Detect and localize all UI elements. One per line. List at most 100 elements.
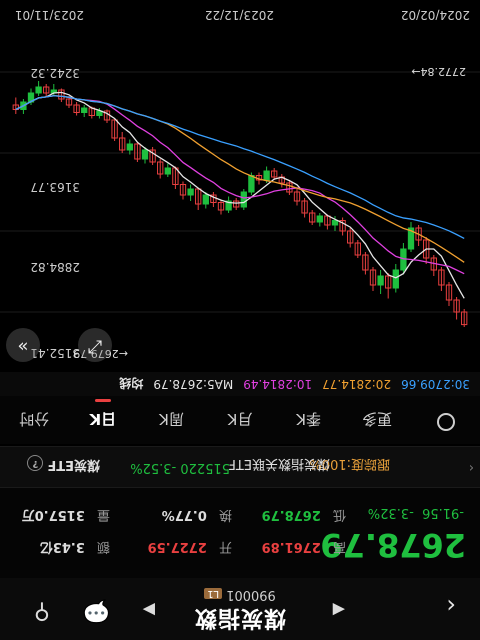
candle-body (263, 170, 270, 181)
etf-desc-pct: 515220 -3.52% (130, 460, 230, 475)
etf-desc: 煤炭指数关联ETF (228, 456, 330, 471)
candle-body (453, 299, 460, 313)
change-pct: -3.32% (367, 505, 414, 520)
etf-row[interactable]: ‹ 跟踪度:100% 515220 -3.52% 煤炭指数关联ETF 煤炭ETF… (0, 446, 480, 488)
gear-icon[interactable] (436, 413, 455, 431)
candle-body (293, 191, 301, 202)
ma30-line (15, 95, 465, 239)
candle-body (407, 227, 415, 250)
candle-body (149, 149, 156, 163)
candle-body (271, 170, 278, 178)
candle-body (73, 104, 80, 113)
amount-label: 额 (96, 539, 110, 554)
amount-value: 3.43亿 (39, 539, 85, 554)
stock-code: 990001 (226, 587, 276, 602)
etf-code: 515220 (180, 460, 230, 475)
candle-body (164, 167, 171, 175)
candle-body (248, 175, 255, 193)
open-value: 2727.59 (147, 539, 207, 554)
tab-week-k[interactable]: 周K (158, 410, 184, 429)
stock-title: 煤炭指数 (194, 605, 287, 630)
candle-body (217, 202, 225, 211)
candle-body (438, 269, 445, 286)
turnover-value: 0.77% (161, 507, 207, 522)
candle-body (119, 137, 126, 151)
low-cell: 低 2678.79 (262, 507, 346, 526)
open-cell: 开 2727.59 (148, 539, 232, 558)
y-label-3: 3163.77 (30, 180, 80, 194)
stock-subtitle: 990001L1 (0, 587, 480, 602)
volume-value: 3157.0万 (21, 507, 85, 522)
tab-intraday[interactable]: 分时 (19, 410, 50, 429)
ma-label[interactable]: 均线 (119, 376, 144, 391)
kline-chart[interactable]: 3152.41 2884.82 3163.77 3242.32 2772.84→… (0, 0, 480, 372)
candle-body (111, 119, 118, 139)
stock-title-block: 煤炭指数 990001L1 (0, 587, 480, 636)
period-tabs: 更多 季K 月K 周K 日K 分时 (0, 396, 480, 444)
info-icon[interactable]: ? (27, 455, 44, 471)
candle-body (126, 143, 133, 151)
candle-body (43, 86, 50, 94)
low-value: 2678.79 (261, 507, 321, 522)
ma5-line (15, 91, 465, 299)
chevron-left-icon: ‹ (468, 460, 474, 475)
high-marker: 2772.84→ (411, 65, 466, 78)
candle-body (195, 188, 202, 205)
high-cell: 高 2761.89 (262, 539, 346, 558)
y-label-bottom: 3242.32 (30, 66, 80, 80)
candle-body (65, 98, 73, 106)
candle-body (316, 215, 323, 223)
candle-body (233, 200, 240, 208)
price-change: -91.56 -3.32% (368, 505, 464, 520)
x-label-end: 2024/02/02 (400, 8, 470, 22)
ma-legend: 30:2709.66 20:2814.77 10:2814.49 MA5:267… (0, 372, 480, 396)
kline-svg (0, 71, 480, 327)
candle-body (354, 242, 361, 256)
candle-body (202, 194, 209, 205)
ma10-line (15, 95, 465, 275)
search-icon[interactable]: ⚲ (33, 599, 50, 624)
high-value: 2761.89 (261, 539, 321, 554)
candle-body (392, 269, 399, 289)
change-value: -91.56 (422, 505, 464, 520)
candle-body (141, 149, 149, 160)
candle-body (179, 184, 187, 196)
open-label: 开 (218, 539, 232, 554)
tab-day-k[interactable]: 日K (69, 410, 138, 431)
candle-body (331, 220, 339, 226)
candle-body (35, 86, 42, 94)
candle-body (445, 284, 453, 301)
candle-body (309, 212, 316, 223)
quote-panel: 2678.79 -91.56 -3.32% 高 2761.89 低 2678.7… (0, 488, 480, 578)
candle-body (347, 230, 354, 244)
candle-body (301, 200, 308, 214)
turnover-cell: 换 0.77% (162, 507, 232, 526)
expand-arrows-icon[interactable]: » (6, 328, 40, 362)
candle-body (81, 107, 88, 113)
candle-body (339, 220, 346, 232)
candle-body (134, 143, 141, 160)
level-badge: L1 (204, 588, 223, 599)
tab-more[interactable]: 更多 (362, 410, 393, 429)
ma20-value: 20:2814.77 (322, 377, 392, 391)
candle-body (377, 275, 384, 286)
high-label: 高 (332, 539, 346, 554)
candle-body (225, 200, 232, 211)
etf-name-wrap: 煤炭ETF? (27, 455, 100, 476)
etf-pct: -3.52% (130, 460, 177, 475)
tab-quarter-k[interactable]: 季K (296, 410, 321, 429)
candle-body (240, 191, 247, 208)
next-stock-icon[interactable]: ▶ (142, 601, 155, 620)
tab-month-k[interactable]: 月K (227, 410, 253, 429)
candle-body (157, 161, 164, 175)
candle-body (286, 182, 293, 193)
y-label-2: 2884.82 (30, 260, 80, 274)
x-label-start: 2023/11/01 (14, 8, 84, 22)
tab-settings[interactable] (411, 409, 480, 431)
candle-body (187, 188, 194, 196)
chat-icon[interactable]: 💬 (82, 598, 110, 623)
fullscreen-icon[interactable]: ⤢ (78, 328, 112, 362)
candle-body (461, 311, 468, 326)
amount-cell: 额 3.43亿 (40, 539, 110, 558)
